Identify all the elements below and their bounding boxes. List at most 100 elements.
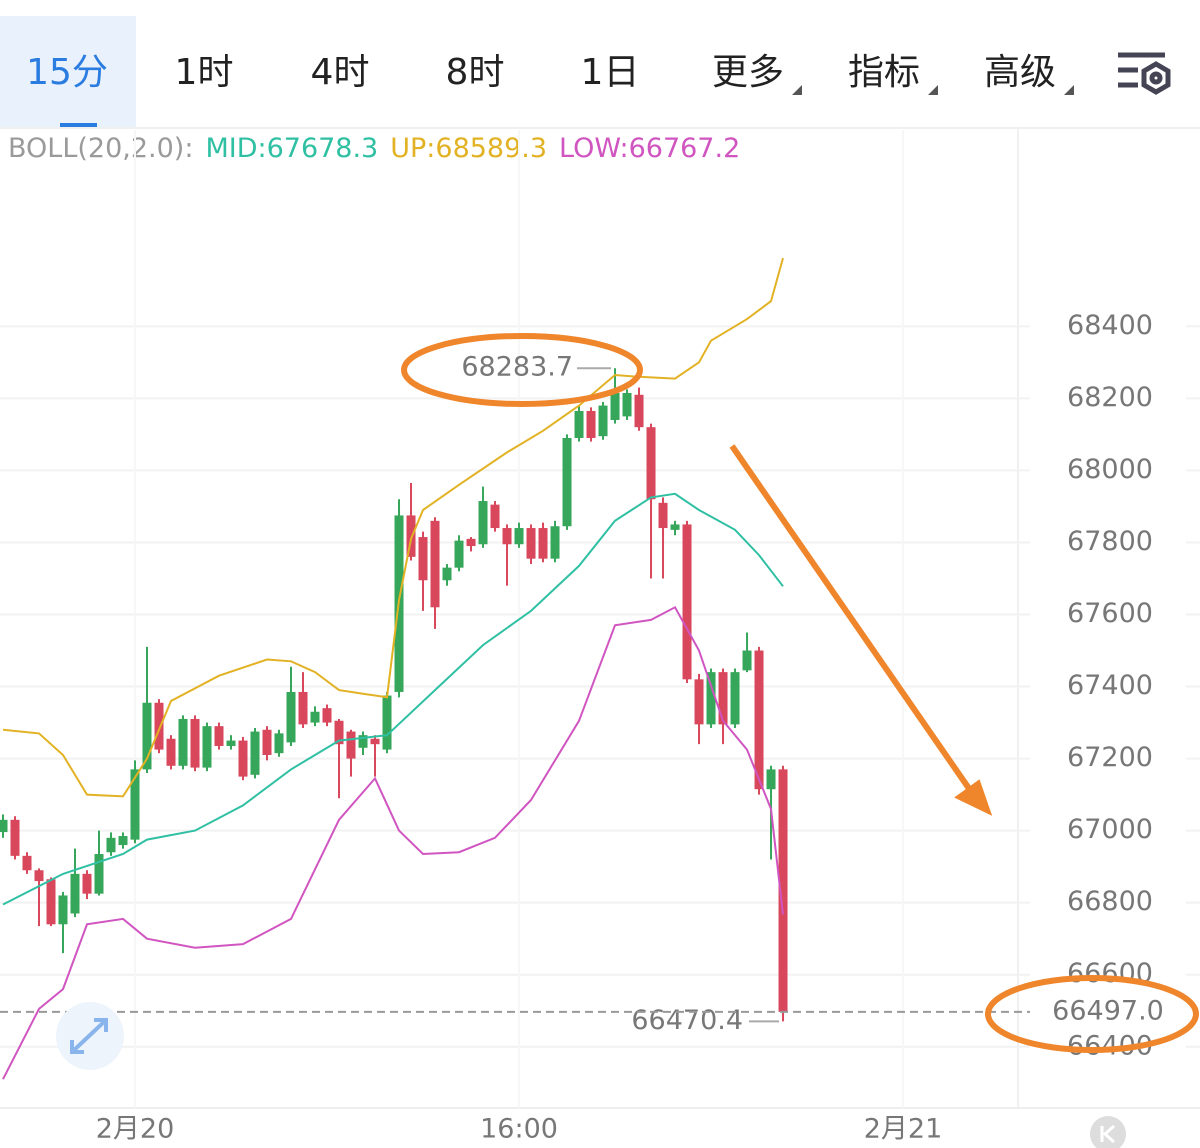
settings-icon[interactable] [1118,52,1171,95]
candle-body [202,726,212,768]
candle-body [598,405,608,437]
tab[interactable]: 4时 [311,52,370,93]
highlight-ellipse [985,975,1199,1053]
candle-body [610,392,620,420]
tab[interactable]: 1日 [581,52,640,93]
candle-body [766,769,776,790]
tab[interactable]: 指标 [848,52,920,93]
candle-body [214,726,224,746]
candle-body [490,504,500,529]
header-item: MID:67678.3 [205,133,378,164]
candle-body [58,895,68,925]
tab-bar: 15分 1时 4时 8时 1日 更多 指标 高级 [26,52,1074,95]
candle-body [574,410,584,438]
candle-body [262,729,272,755]
candle-body [346,731,356,759]
candle-body [178,718,188,766]
candle-body [634,394,644,428]
candle-body [550,526,560,559]
indicator-header: BOLL(20,2.0): MID:67678.3 UP:68589.3 LOW:66… [8,133,740,164]
candle-body [142,702,152,770]
candle-body [694,679,704,725]
candle-body [538,528,548,559]
candle-body [226,740,236,746]
y-tick-label: 67200 [1067,742,1153,773]
active-tab-indicator [60,123,97,128]
candle-body [130,769,140,840]
candle-body [682,524,692,680]
expand-icon[interactable] [56,1002,124,1070]
y-tick-label: 68200 [1067,382,1153,413]
tab[interactable]: 更多 [712,52,784,93]
candle-body [514,528,524,545]
candle-body [622,392,632,417]
tab[interactable]: 1时 [175,52,234,93]
icon-arrows [70,1018,108,1054]
y-tick-label: 67800 [1067,526,1153,557]
current-price-box [1040,991,1180,1032]
dropdown-caret [1064,85,1074,95]
candle-body [406,515,416,557]
icon-hex [1141,61,1171,95]
candle-body [190,718,200,768]
candle-body [10,819,20,856]
candle-body [586,410,596,438]
candle-body [706,672,716,725]
dropdown-caret [792,85,802,95]
candle-body [418,537,428,581]
candle-body [742,650,752,671]
y-tick-label: 67000 [1067,814,1153,845]
highlight-ellipse [401,333,643,407]
candle-body [82,873,92,894]
candle-body [46,879,56,925]
header-item: LOW:66767.2 [559,133,740,164]
y-tick-label: 68400 [1067,310,1153,341]
candle-body [454,540,464,568]
candle-body [0,819,8,833]
candle-body [166,738,176,766]
candle-body [94,854,104,894]
trend-arrow [729,444,973,792]
candle-body [250,731,260,775]
candle-body [310,711,320,723]
candle-body [718,672,728,725]
candle-body [730,672,740,725]
tab[interactable]: 8时 [446,52,505,93]
candle-body [154,702,164,750]
candle-body [670,524,680,530]
candle-body [646,427,656,500]
tab[interactable]: 高级 [984,52,1056,93]
candle-body [298,691,308,725]
arrow-head [954,779,993,816]
candle-body [430,520,440,608]
x-tick-label: 2月21 [864,1114,943,1145]
candle-body [442,567,452,581]
candle-body [22,855,32,871]
candle-body [70,873,80,914]
icon-dot [1149,71,1163,85]
candle-body [562,437,572,527]
scroll-latest-icon[interactable] [1090,1116,1126,1148]
candle-body [658,502,668,529]
plot [0,257,788,1080]
candle-body [322,708,332,723]
grid: 6640066600668006700067200674006760067800… [0,130,1200,1145]
candle-body [334,720,344,745]
x-tick-label: 16:00 [480,1114,558,1145]
icon-glyph [1100,1124,1115,1144]
tab[interactable]: 15分 [26,52,108,93]
overlay: 68283.7 66470.4 66497.0 [0,352,1180,1036]
candle-body [478,501,488,545]
candle-body [358,735,368,748]
candle-body [754,650,764,790]
candle-body [34,870,44,882]
y-tick-label: 67600 [1067,598,1153,629]
current-price-label: 66497.0 [1052,995,1164,1026]
candle-body [238,740,248,777]
x-tick-label: 2月20 [96,1114,175,1145]
active-tab-bg [0,16,136,128]
candle-body [106,837,116,853]
candle-body [526,528,536,559]
